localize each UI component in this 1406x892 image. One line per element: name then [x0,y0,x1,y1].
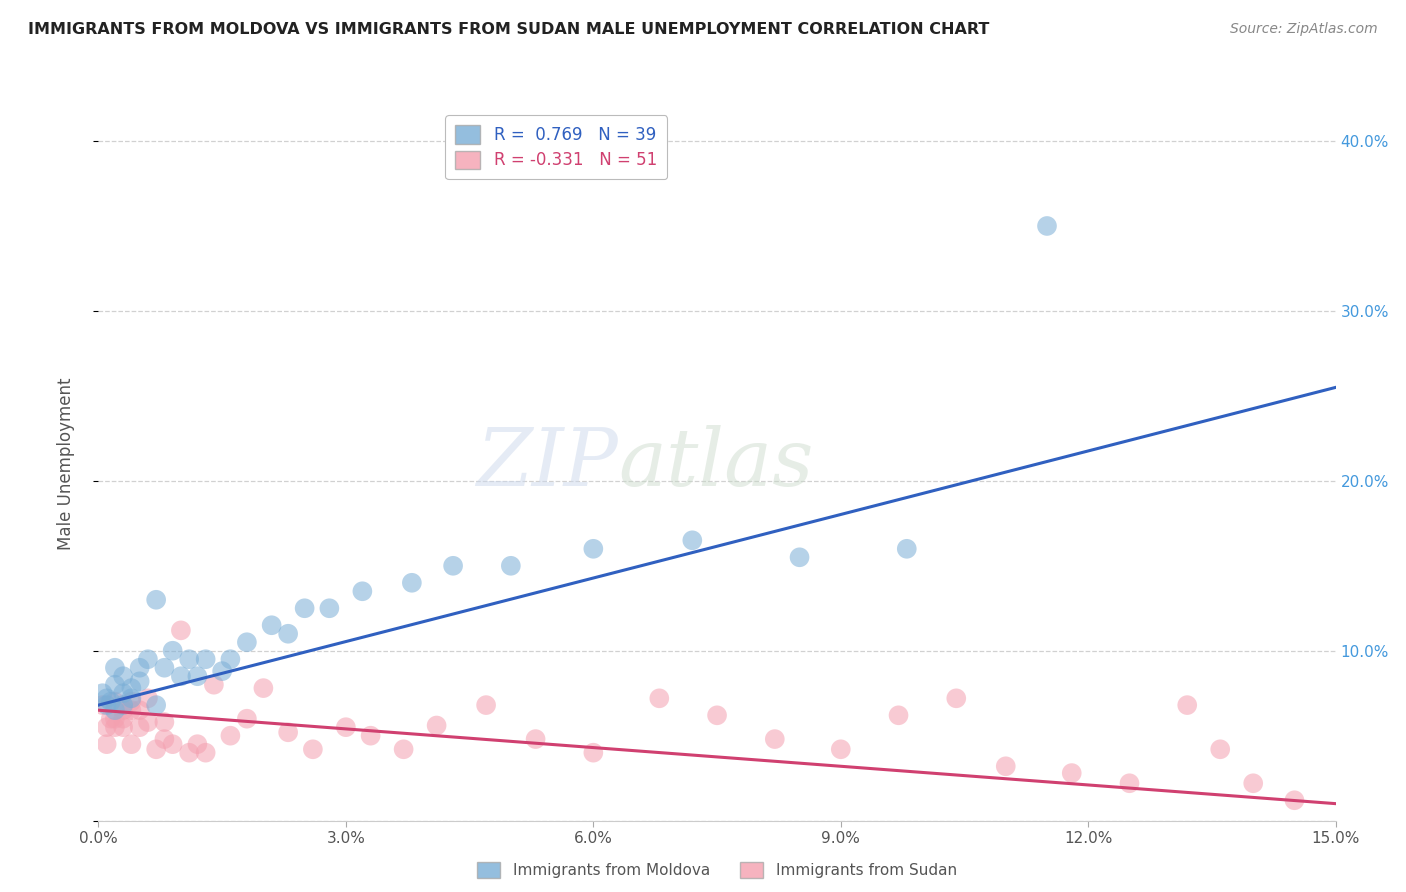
Point [112,720,135,734]
Y-axis label: Male Unemployment: Male Unemployment [56,377,75,550]
Point [170,669,193,683]
Point [112,712,135,726]
Point [170,624,193,638]
Point [1036,219,1059,233]
Point [128,674,150,689]
Point [219,729,242,743]
Point [120,703,142,717]
Point [128,703,150,717]
Point [401,575,423,590]
Point [91,698,114,712]
Point [763,732,786,747]
Point [426,718,449,732]
Point [186,737,208,751]
Point [100,695,122,709]
Point [475,698,498,712]
Point [162,737,184,751]
Point [830,742,852,756]
Point [104,661,127,675]
Point [120,695,142,709]
Text: IMMIGRANTS FROM MOLDOVA VS IMMIGRANTS FROM SUDAN MALE UNEMPLOYMENT CORRELATION C: IMMIGRANTS FROM MOLDOVA VS IMMIGRANTS FR… [28,22,990,37]
Point [236,712,259,726]
Point [104,720,127,734]
Point [252,681,274,695]
Point [582,541,605,556]
Text: atlas: atlas [619,425,814,502]
Text: ZIP: ZIP [477,425,619,502]
Point [277,626,299,640]
Point [360,729,382,743]
Point [145,742,167,756]
Point [260,618,283,632]
Point [104,695,127,709]
Point [318,601,340,615]
Point [112,703,135,717]
Point [1241,776,1264,790]
Point [100,712,122,726]
Point [136,691,159,706]
Point [236,635,259,649]
Point [91,686,114,700]
Point [162,644,184,658]
Point [1209,742,1232,756]
Point [994,759,1017,773]
Point [352,584,374,599]
Point [153,661,176,675]
Point [789,550,811,565]
Legend: Immigrants from Moldova, Immigrants from Sudan: Immigrants from Moldova, Immigrants from… [471,856,963,884]
Point [896,541,918,556]
Point [145,698,167,712]
Point [179,746,201,760]
Point [136,652,159,666]
Point [706,708,728,723]
Point [128,720,150,734]
Point [112,686,135,700]
Point [1060,766,1083,780]
Point [945,691,967,706]
Point [202,678,225,692]
Point [582,746,605,760]
Point [104,712,127,726]
Point [1118,776,1140,790]
Point [186,669,208,683]
Point [128,661,150,675]
Point [194,652,217,666]
Point [194,746,217,760]
Point [335,720,357,734]
Point [441,558,464,573]
Point [96,737,118,751]
Point [1284,793,1306,807]
Point [120,737,142,751]
Point [112,669,135,683]
Point [120,681,142,695]
Point [120,691,142,706]
Point [524,732,547,747]
Point [392,742,415,756]
Point [96,691,118,706]
Point [499,558,522,573]
Point [302,742,325,756]
Point [96,698,118,712]
Point [112,698,135,712]
Text: Source: ZipAtlas.com: Source: ZipAtlas.com [1230,22,1378,37]
Point [681,533,703,548]
Point [104,703,127,717]
Point [277,725,299,739]
Point [96,720,118,734]
Point [294,601,316,615]
Point [887,708,910,723]
Point [211,664,233,678]
Point [1175,698,1198,712]
Point [648,691,671,706]
Point [179,652,201,666]
Point [136,715,159,730]
Point [104,678,127,692]
Point [153,732,176,747]
Point [219,652,242,666]
Point [145,592,167,607]
Point [153,715,176,730]
